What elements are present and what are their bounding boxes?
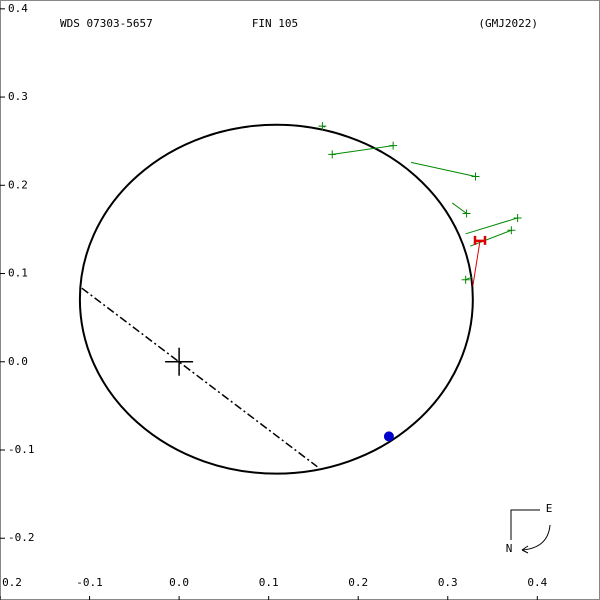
residual xyxy=(465,217,518,235)
x-tick-label: 0.2 xyxy=(348,576,368,589)
observation xyxy=(318,122,327,131)
compass-arrow xyxy=(521,524,551,551)
compass-east: E xyxy=(546,502,553,515)
residual xyxy=(469,229,512,247)
residual xyxy=(410,161,476,177)
orbit xyxy=(78,123,474,475)
compass-arrowhead xyxy=(521,545,529,554)
residual xyxy=(332,145,394,155)
y-tick-label: -0.2 xyxy=(8,531,35,544)
chart-reference: (GMJ2022) xyxy=(478,17,538,30)
x-tick-label: 0.2 xyxy=(2,576,22,589)
y-tick-label: 0.2 xyxy=(8,178,28,191)
observation xyxy=(471,172,480,181)
x-tick-label: 0.3 xyxy=(438,576,458,589)
observation xyxy=(462,209,471,218)
y-tick-label: 0.1 xyxy=(8,267,28,280)
x-tick-label: -0.1 xyxy=(76,576,103,589)
y-tick-label: 0.4 xyxy=(8,2,28,15)
x-tick-label: 0.1 xyxy=(259,576,279,589)
y-tick-label: 0.0 xyxy=(8,355,28,368)
observation xyxy=(473,235,487,245)
x-tick-label: 0.4 xyxy=(527,576,547,589)
y-tick-label: 0.3 xyxy=(8,90,28,103)
residual xyxy=(472,240,481,286)
x-tick-label: 0.0 xyxy=(169,576,189,589)
observation xyxy=(328,150,337,159)
observation xyxy=(507,226,516,235)
observation xyxy=(513,213,522,222)
y-tick-label: -0.1 xyxy=(8,443,35,456)
chart-title: WDS 07303-5657 xyxy=(60,17,153,30)
line-of-nodes xyxy=(81,287,318,468)
chart-subtitle: FIN 105 xyxy=(252,17,298,30)
current-position xyxy=(383,431,394,442)
observation xyxy=(461,275,470,284)
residual xyxy=(451,202,467,214)
primary-star xyxy=(165,347,194,376)
observation xyxy=(389,141,398,150)
compass-north: N xyxy=(506,542,513,555)
compass-axes xyxy=(510,509,540,540)
